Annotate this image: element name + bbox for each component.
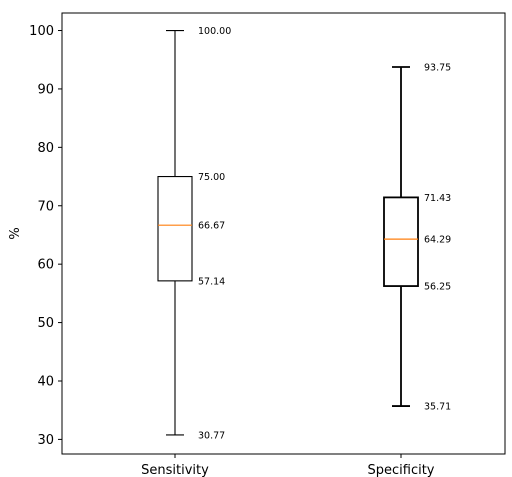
value-label-median: 64.29 xyxy=(424,235,451,246)
y-tick-label: 40 xyxy=(37,374,54,389)
value-label-min: 30.77 xyxy=(198,430,225,441)
value-label-median: 66.67 xyxy=(198,221,225,232)
y-tick-label: 90 xyxy=(37,82,54,97)
y-tick-label: 60 xyxy=(37,258,54,273)
value-label-min: 35.71 xyxy=(424,402,451,413)
y-axis-label: % xyxy=(8,227,23,239)
y-tick-label: 80 xyxy=(37,141,54,156)
box xyxy=(383,196,419,287)
y-tick-label: 100 xyxy=(29,24,54,39)
y-tick-label: 70 xyxy=(37,199,54,214)
y-tick-label: 30 xyxy=(37,433,54,448)
value-label-max: 93.75 xyxy=(424,63,451,74)
y-tick-label: 50 xyxy=(37,316,54,331)
value-label-q3: 75.00 xyxy=(198,172,225,183)
value-label-max: 100.00 xyxy=(198,26,231,37)
value-label-q1: 57.14 xyxy=(198,276,225,287)
value-label-q1: 56.25 xyxy=(424,282,451,293)
x-tick-label: Specificity xyxy=(368,463,435,477)
value-label-q3: 71.43 xyxy=(424,193,451,204)
plot-frame xyxy=(61,12,506,455)
x-tick-label: Sensitivity xyxy=(141,463,209,477)
box xyxy=(157,175,193,282)
